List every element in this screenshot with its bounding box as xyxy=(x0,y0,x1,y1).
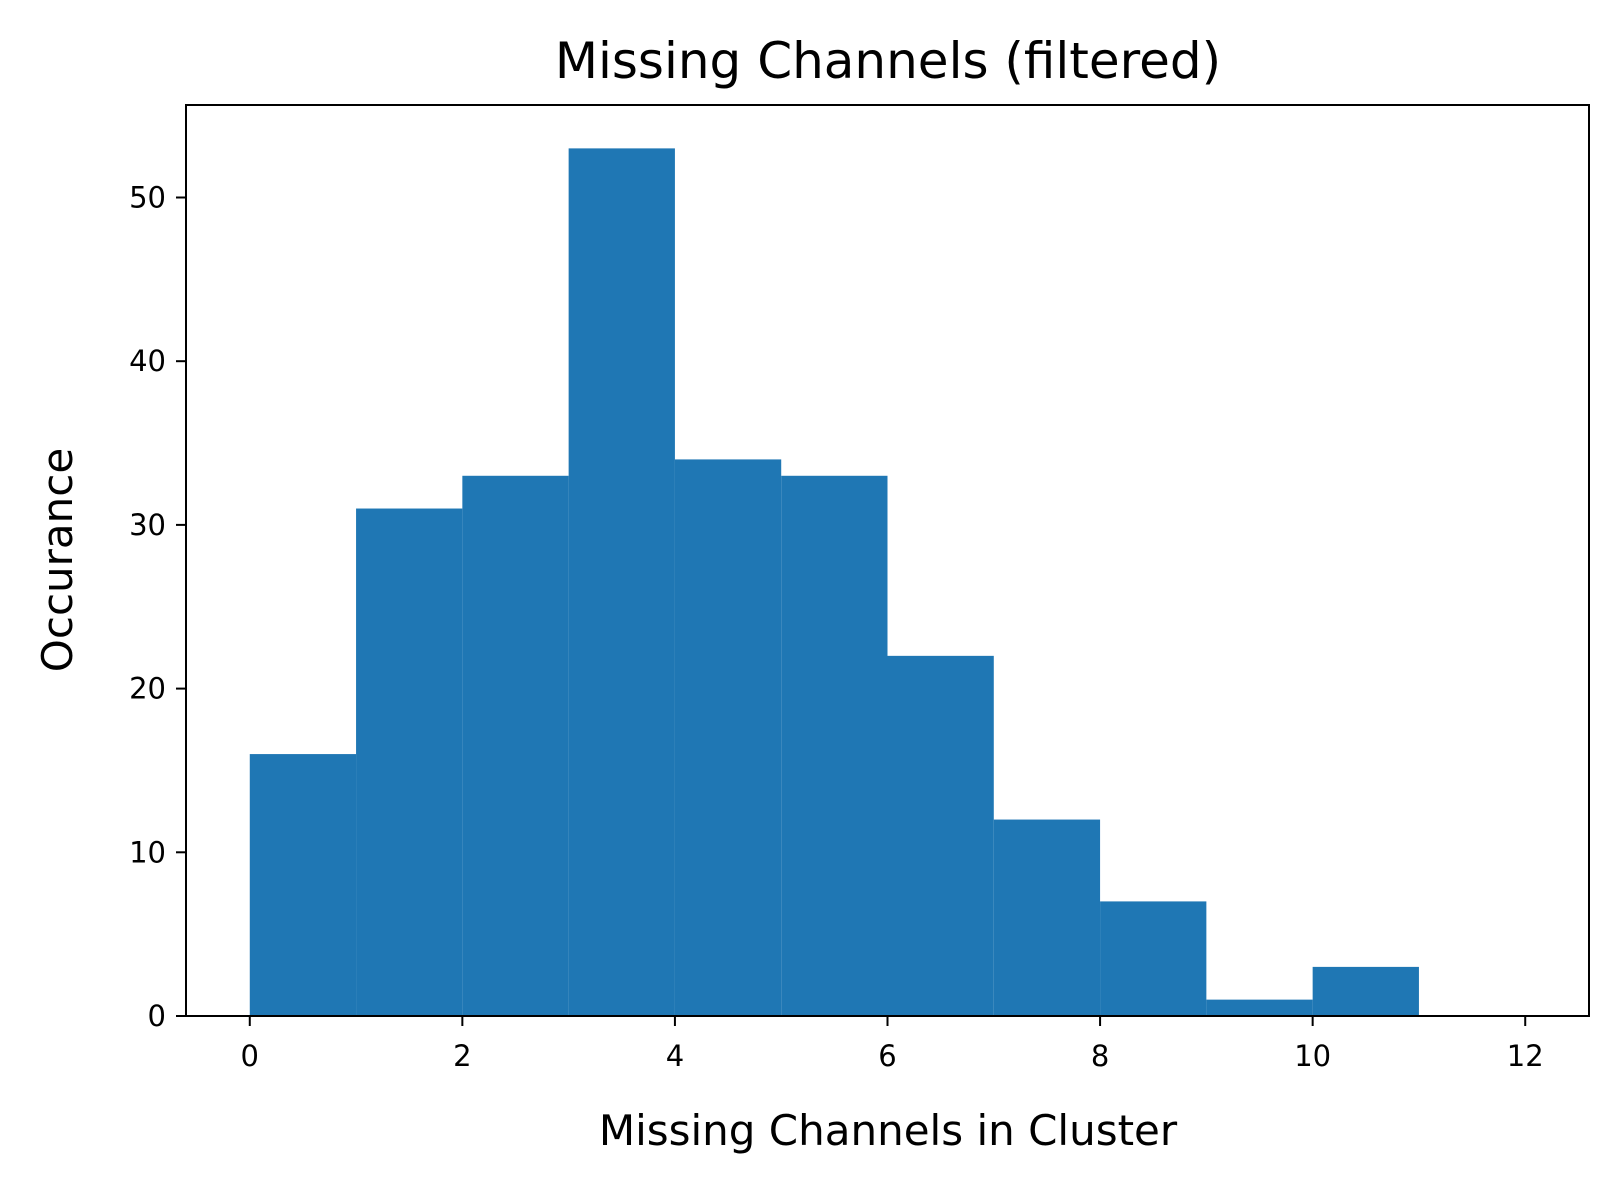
histogram-bar-10 xyxy=(1312,966,1419,1016)
histogram-bar-4 xyxy=(674,459,782,1016)
x-tick-label-1: 2 xyxy=(453,1039,471,1073)
histogram-bar-3 xyxy=(568,148,675,1016)
x-tick-label-3: 6 xyxy=(878,1039,896,1073)
histogram-bar-9 xyxy=(1206,999,1313,1016)
y-axis-label: Occurance xyxy=(33,448,82,672)
histogram-bar-0 xyxy=(249,754,357,1016)
bars-group xyxy=(249,148,1419,1016)
y-axis-ticks: 0 10 20 30 40 50 xyxy=(129,180,186,1033)
histogram-bar-7 xyxy=(993,819,1101,1016)
y-tick-label-3: 30 xyxy=(129,508,166,542)
x-tick-label-0: 0 xyxy=(241,1039,259,1073)
y-tick-label-4: 40 xyxy=(129,344,166,378)
histogram-bar-6 xyxy=(887,655,994,1016)
x-tick-label-2: 4 xyxy=(666,1039,684,1073)
y-tick-label-1: 10 xyxy=(129,835,166,869)
x-tick-label-6: 12 xyxy=(1507,1039,1544,1073)
x-axis-label: Missing Channels in Cluster xyxy=(599,1106,1178,1155)
x-axis-ticks: 0 2 4 6 8 10 12 xyxy=(241,1016,1544,1073)
y-tick-label-5: 50 xyxy=(129,180,166,214)
histogram-bar-1 xyxy=(356,508,463,1016)
x-tick-label-4: 8 xyxy=(1091,1039,1109,1073)
chart-title: Missing Channels (filtered) xyxy=(555,32,1221,90)
y-tick-label-2: 20 xyxy=(129,672,166,706)
histogram-bar-8 xyxy=(1100,901,1207,1016)
histogram-bar-2 xyxy=(462,475,569,1016)
y-tick-label-0: 0 xyxy=(148,999,166,1033)
histogram-bar-5 xyxy=(781,475,888,1016)
x-tick-label-5: 10 xyxy=(1294,1039,1331,1073)
